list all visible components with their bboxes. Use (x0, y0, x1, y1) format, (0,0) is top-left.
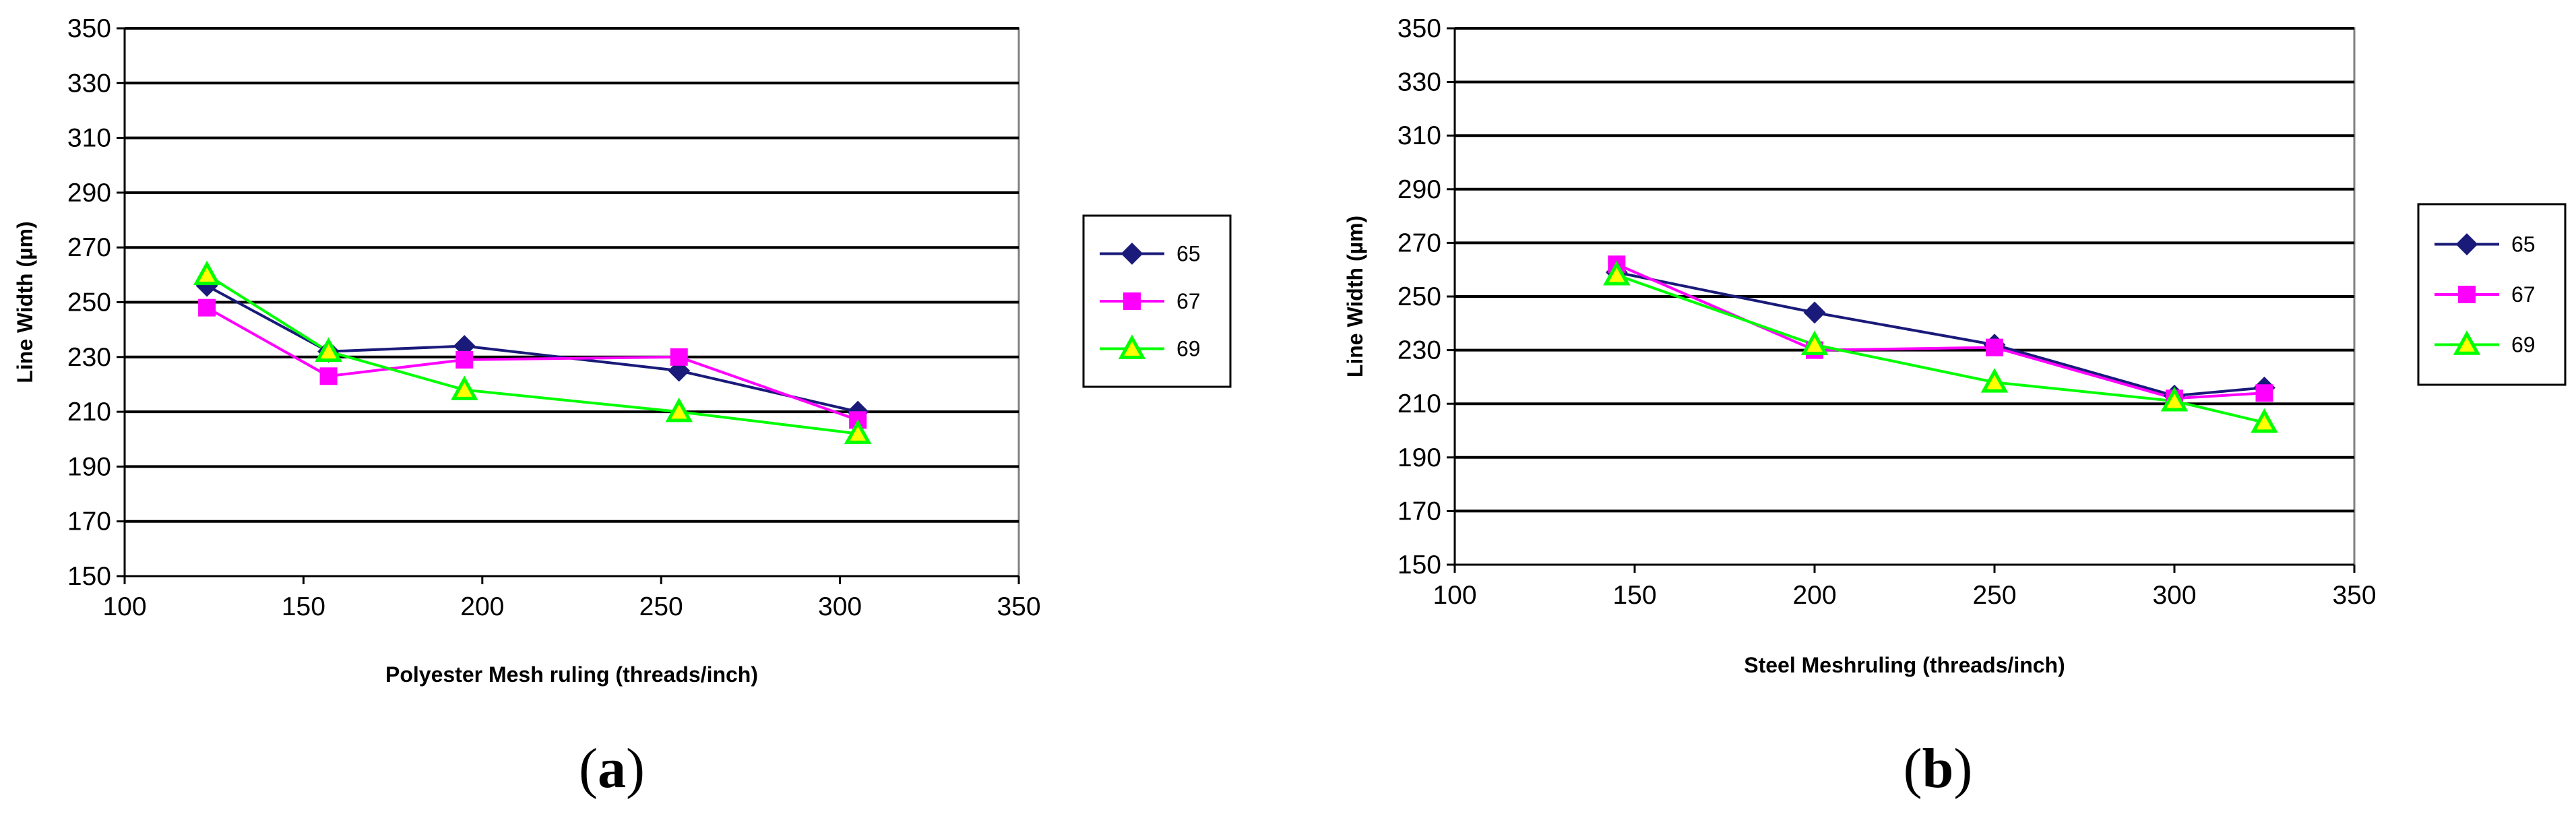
series-69-point (665, 397, 693, 422)
y-tick-label: 270 (1397, 228, 1441, 257)
y-tick-label: 230 (1397, 336, 1441, 365)
series-67-point (455, 350, 474, 369)
x-tick-label: 100 (1433, 581, 1476, 610)
y-tick-label: 310 (67, 124, 111, 153)
x-tick-label: 150 (282, 592, 325, 621)
series-67-point (198, 299, 216, 317)
y-axis-title: Line Width (µm) (1343, 216, 1367, 377)
series-69-point (193, 260, 221, 286)
y-tick-label: 250 (1397, 282, 1441, 311)
panel-label-b: (b) (1904, 737, 1973, 800)
x-tick-label: 250 (639, 592, 683, 621)
series-69-point (315, 337, 342, 362)
series-67-point (2255, 384, 2273, 402)
legend-marker-67 (2458, 286, 2476, 303)
x-tick-label: 300 (2152, 581, 2196, 610)
legend-marker-67 (1123, 292, 1141, 310)
x-tick-label: 350 (997, 592, 1040, 621)
legend-label-67: 67 (2511, 282, 2536, 307)
y-tick-label: 210 (67, 398, 111, 427)
y-tick-label: 250 (67, 288, 111, 317)
x-axis-title: Polyester Mesh ruling (threads/inch) (385, 662, 758, 687)
x-tick-label: 300 (818, 592, 862, 621)
y-tick-label: 190 (67, 452, 111, 481)
y-tick-label: 150 (1397, 551, 1441, 580)
legend-marker-69 (1118, 334, 1146, 359)
x-tick-label: 100 (102, 592, 146, 621)
y-tick-label: 330 (67, 69, 111, 98)
x-tick-label: 200 (1792, 581, 1836, 610)
series-69-point (844, 419, 872, 444)
series-69-point (1603, 261, 1631, 286)
y-tick-label: 270 (67, 233, 111, 262)
panel-label-a: (a) (579, 737, 645, 800)
legend-marker-65 (1121, 243, 1143, 265)
y-tick-label: 330 (1397, 68, 1441, 97)
y-tick-label: 230 (67, 343, 111, 372)
legend-label-69: 69 (2511, 332, 2536, 356)
y-tick-label: 290 (1397, 175, 1441, 204)
x-tick-label: 250 (1972, 581, 2016, 610)
legend-marker-65 (2455, 233, 2478, 255)
y-axis-title: Line Width (µm) (13, 221, 37, 383)
series-69-point (2251, 408, 2278, 433)
legend-label-65: 65 (2511, 232, 2536, 257)
x-tick-label: 350 (2332, 581, 2376, 610)
y-tick-label: 350 (67, 14, 111, 43)
x-tick-label: 200 (460, 592, 504, 621)
legend-label-69: 69 (1176, 337, 1201, 361)
y-tick-label: 310 (1397, 121, 1441, 150)
series-69-point (451, 375, 478, 400)
series-69-point (2160, 387, 2189, 412)
y-tick-label: 290 (67, 179, 111, 208)
y-tick-label: 170 (67, 507, 111, 536)
series-69-point (1800, 330, 1829, 355)
x-axis-title: Steel Meshruling (threads/inch) (1744, 653, 2065, 677)
y-tick-label: 170 (1397, 497, 1441, 526)
legend-label-65: 65 (1176, 241, 1201, 265)
series-67-point (670, 348, 688, 366)
series-69-point (1980, 368, 2009, 393)
y-tick-label: 150 (67, 562, 111, 591)
series-65-point (1803, 301, 1826, 324)
legend-label-67: 67 (1176, 289, 1201, 313)
x-tick-label: 150 (1612, 581, 1656, 610)
series-67-point (1986, 338, 2003, 356)
y-tick-label: 190 (1397, 443, 1441, 472)
y-tick-label: 350 (1397, 14, 1441, 43)
series-67-point (319, 367, 338, 385)
y-tick-label: 210 (1397, 389, 1441, 418)
legend-marker-69 (2453, 330, 2481, 355)
